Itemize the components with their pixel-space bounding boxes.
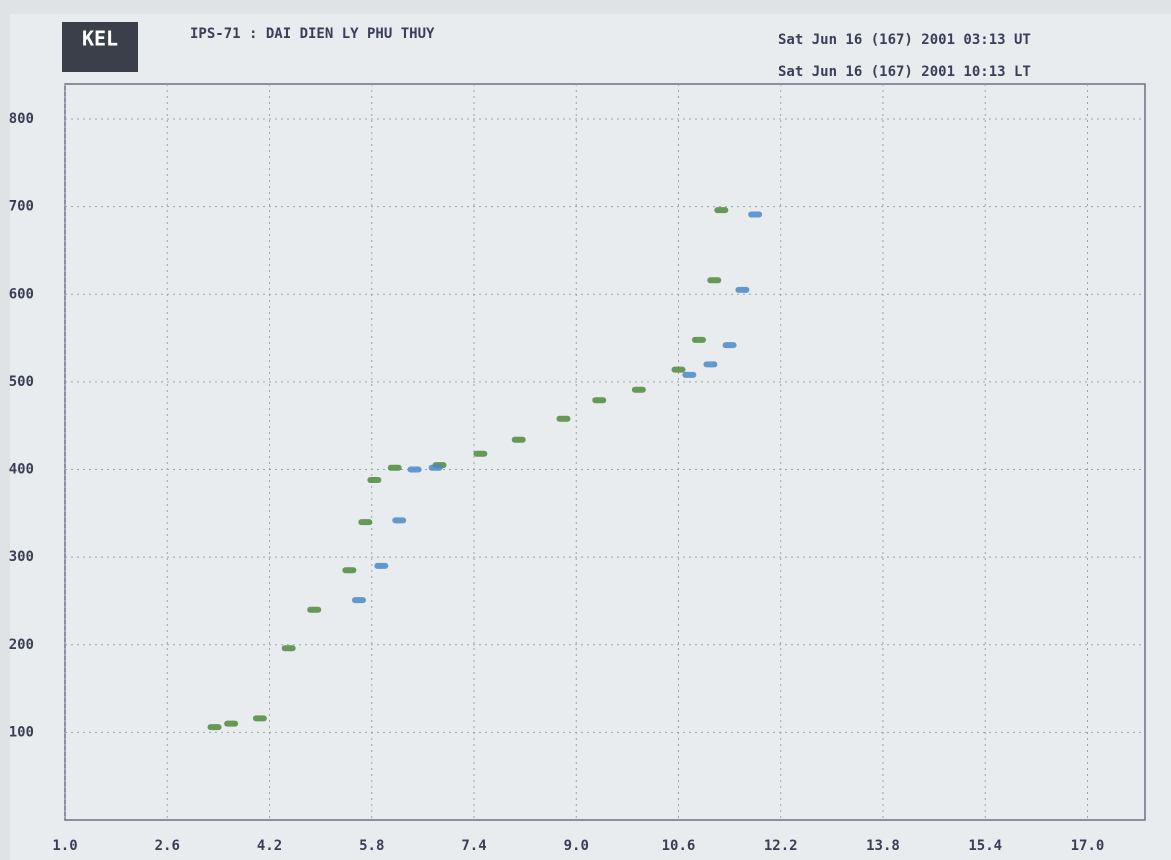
trace-point: [722, 342, 737, 349]
trace-point: [703, 361, 718, 368]
trace-point: [707, 277, 722, 284]
x-tick-label: 13.8: [866, 838, 900, 854]
trace-point: [592, 397, 607, 404]
y-tick-label: 400: [9, 462, 34, 478]
trace-point: [682, 371, 697, 378]
y-tick-label: 500: [9, 374, 34, 390]
y-tick-label: 100: [9, 724, 34, 740]
trace-point: [473, 450, 488, 457]
x-tick-label: 2.6: [155, 838, 180, 854]
trace-point: [252, 715, 267, 722]
trace-point: [281, 645, 296, 652]
trace-point: [671, 366, 686, 373]
x-tick-label: 10.6: [662, 838, 696, 854]
logo: KEL: [82, 27, 118, 51]
x-tick-label: 5.8: [359, 838, 384, 854]
trace-point: [342, 567, 357, 574]
screen: [10, 14, 1171, 860]
trace-point: [224, 720, 239, 727]
y-tick-label: 700: [9, 199, 34, 215]
trace-point: [631, 386, 646, 393]
time-lt: Sat Jun 16 (167) 2001 10:13 LT: [778, 64, 1031, 80]
x-tick-label: 12.2: [764, 838, 798, 854]
trace-point: [556, 415, 571, 422]
trace-point: [748, 211, 763, 218]
y-tick-label: 300: [9, 549, 34, 565]
trace-point: [407, 466, 422, 473]
x-tick-label: 15.4: [968, 838, 1002, 854]
trace-point: [374, 562, 389, 569]
trace-point: [428, 464, 443, 471]
trace-point: [387, 464, 402, 471]
trace-point: [367, 477, 382, 484]
x-tick-label: 9.0: [564, 838, 589, 854]
y-tick-label: 800: [9, 111, 34, 127]
trace-point: [691, 336, 706, 343]
chart-title: IPS-71 : DAI DIEN LY PHU THUY: [190, 26, 435, 42]
logo-box: [62, 22, 138, 72]
x-tick-label: 4.2: [257, 838, 282, 854]
trace-point: [207, 724, 222, 731]
trace-point: [714, 207, 729, 214]
x-tick-label: 17.0: [1071, 838, 1105, 854]
y-tick-label: 200: [9, 637, 34, 653]
y-tick-label: 600: [9, 286, 34, 302]
trace-point: [351, 597, 366, 604]
time-ut: Sat Jun 16 (167) 2001 03:13 UT: [778, 32, 1031, 48]
trace-point: [392, 517, 407, 524]
trace-point: [511, 436, 526, 443]
x-tick-label: 7.4: [461, 838, 486, 854]
x-tick-label: 1.0: [52, 838, 77, 854]
trace-point: [735, 286, 750, 293]
trace-point: [307, 606, 322, 613]
trace-point: [358, 519, 373, 526]
